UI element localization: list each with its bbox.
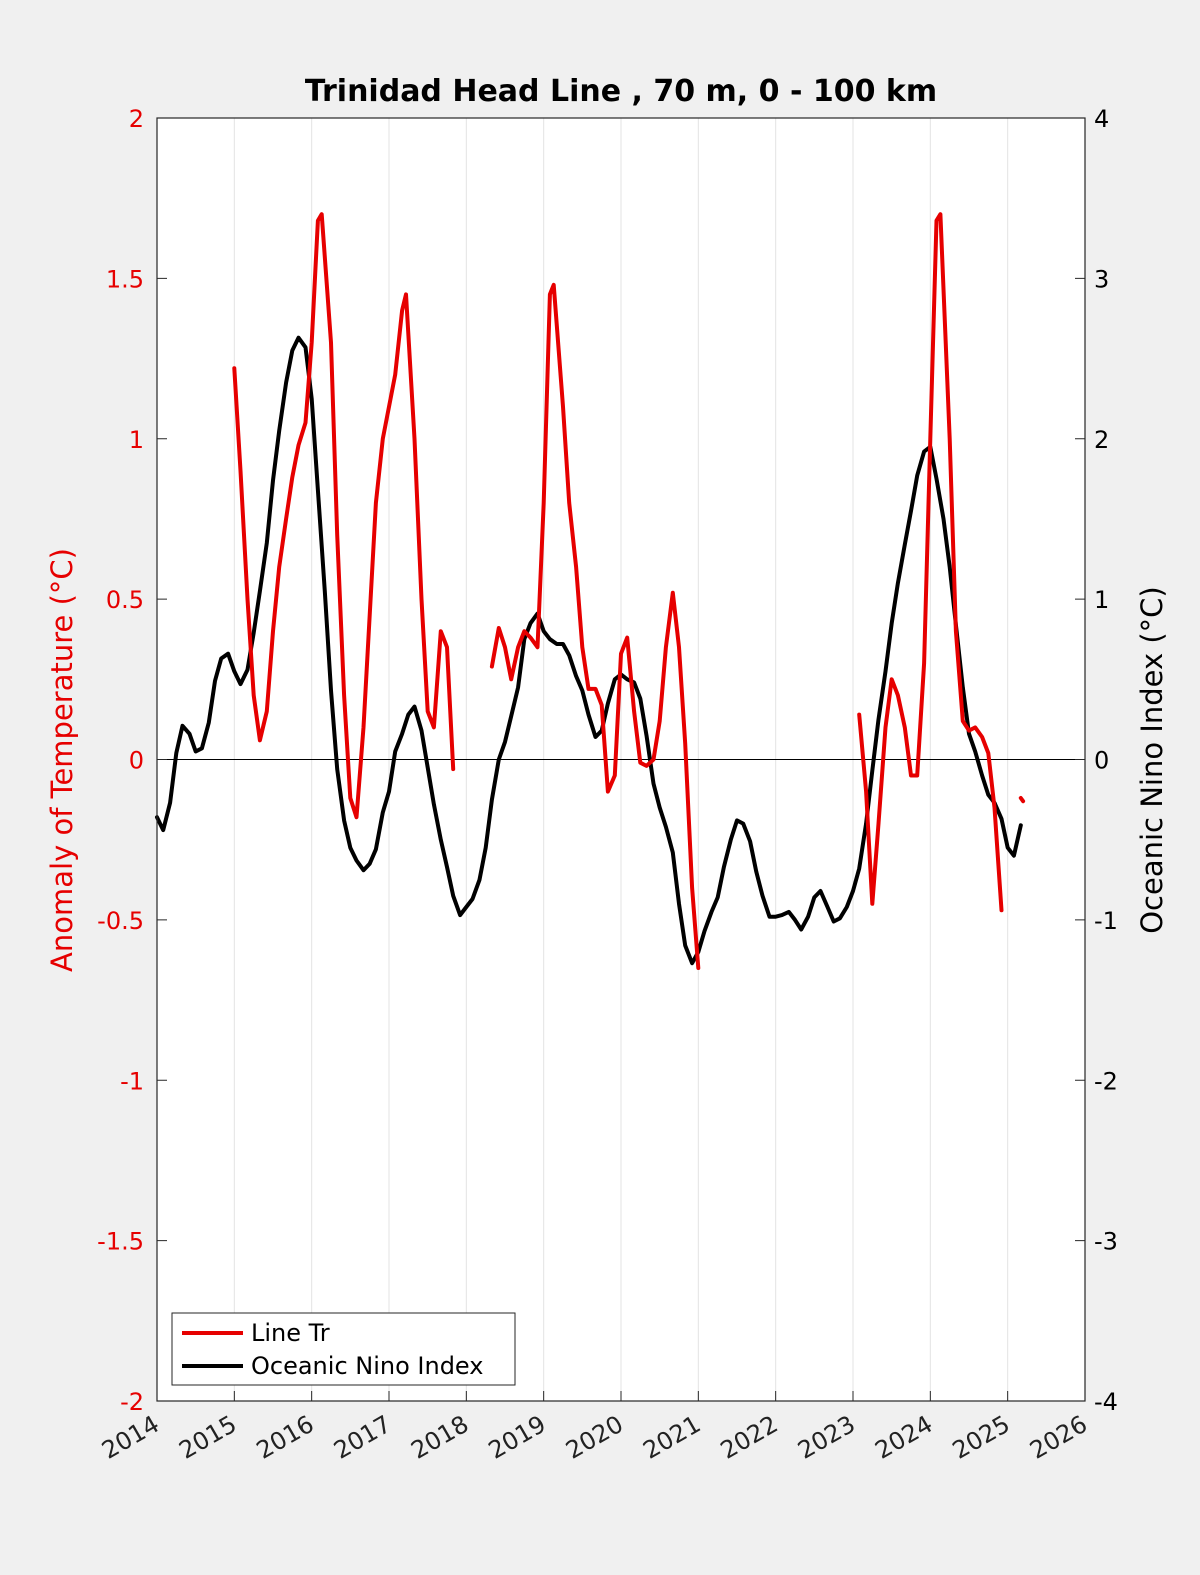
series-line-line-tr-segment-1	[232, 212, 456, 820]
right-y-tick-label: 3	[1094, 265, 1109, 293]
right-y-tick-labels: 4 3 2 1 0 -1 -2 -3 -4	[1094, 105, 1118, 1416]
x-tick-label-2023: 2023	[793, 1410, 860, 1465]
x-tick-label-2022: 2022	[716, 1410, 783, 1465]
chart-title: Trinidad Head Line , 70 m, 0 - 100 km	[305, 74, 937, 109]
left-y-tick-label: -2	[120, 1388, 144, 1416]
series-line-oceanic-nino-index-segment-1	[155, 335, 1023, 966]
right-y-tick-label: -3	[1094, 1228, 1118, 1256]
x-tick-label-2015: 2015	[174, 1410, 241, 1465]
left-y-tick-label: 1	[129, 426, 144, 454]
right-y-tick-label: -1	[1094, 907, 1118, 935]
left-y-tick-label: 2	[129, 105, 144, 133]
x-tick-label-2018: 2018	[406, 1410, 473, 1465]
right-y-tick-label: -2	[1094, 1067, 1118, 1095]
y-axis-label-right: Oceanic Nino Index (°C)	[1135, 586, 1169, 934]
legend-label-oni: Oceanic Nino Index	[251, 1352, 483, 1380]
left-y-tick-label: 0	[129, 747, 144, 775]
x-tick-label-2026: 2026	[1025, 1410, 1092, 1465]
left-y-tick-label: -1	[120, 1067, 144, 1095]
left-y-tick-label: 1.5	[106, 265, 144, 293]
series-line-line-tr-segment-2	[489, 282, 701, 970]
left-y-tick-label: 0.5	[106, 586, 144, 614]
x-tick-label-2014: 2014	[97, 1410, 164, 1465]
series-line-line-tr-segment-4	[1018, 796, 1026, 804]
right-y-tick-label: 4	[1094, 105, 1109, 133]
legend: Line Tr Oceanic Nino Index	[171, 1312, 516, 1386]
x-tick-label-2024: 2024	[870, 1410, 937, 1465]
right-y-tick-label: -4	[1094, 1388, 1118, 1416]
series-line-line-tr-segment-3	[857, 212, 1004, 913]
right-y-tick-label: 2	[1094, 426, 1109, 454]
x-tick-label-2017: 2017	[329, 1410, 396, 1465]
legend-box	[171, 1312, 516, 1386]
x-tick-label-2019: 2019	[484, 1410, 551, 1465]
x-tick-labels: 2014 2015 2016 2017 2018 2019 2020 2021 2022 2023…	[97, 1410, 1092, 1465]
x-tick-label-2016: 2016	[252, 1410, 319, 1465]
left-y-tick-label: -0.5	[97, 907, 144, 935]
tick-marks	[156, 117, 1086, 1402]
legend-label-line-tr: Line Tr	[251, 1319, 330, 1347]
left-y-tick-labels: 2 1.5 1 0.5 0 -0.5 -1 -1.5 -2	[97, 105, 144, 1416]
x-tick-label-2020: 2020	[561, 1410, 628, 1465]
left-y-tick-label: -1.5	[97, 1228, 144, 1256]
x-tick-label-2025: 2025	[948, 1410, 1015, 1465]
right-y-tick-label: 0	[1094, 747, 1109, 775]
series-lines	[155, 212, 1026, 970]
right-y-tick-label: 1	[1094, 586, 1109, 614]
x-tick-label-2021: 2021	[638, 1410, 705, 1465]
y-axis-label-left: Anomaly of Temperature (°C)	[45, 548, 79, 972]
